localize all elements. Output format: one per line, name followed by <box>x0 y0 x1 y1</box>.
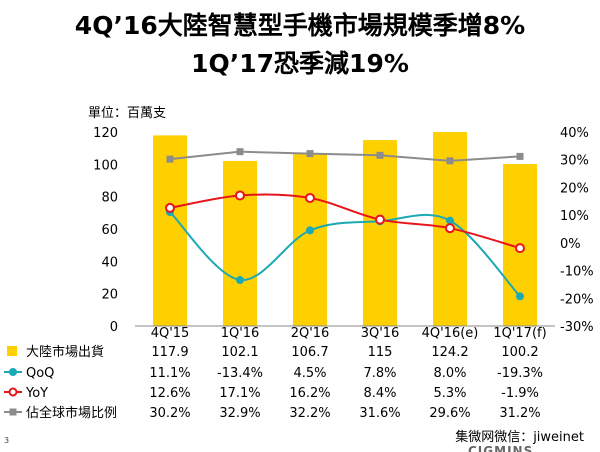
right-axis-tick-label: 20% <box>560 181 589 196</box>
share-point <box>516 152 524 160</box>
unit-label: 單位：百萬支 <box>88 106 167 121</box>
data-table-cell: -19.3% <box>497 366 543 381</box>
qoq-line <box>169 211 521 298</box>
legend-entry-label: 佔全球市場比例 <box>26 405 117 421</box>
data-table-cell: 32.2% <box>289 406 330 421</box>
data-table-cell: -13.4% <box>217 366 263 381</box>
legend-key-bar <box>7 346 17 356</box>
legend-key-qoq-marker <box>9 368 17 376</box>
share-point <box>166 155 174 163</box>
x-axis-category-label: 1Q'17(f) <box>493 326 546 341</box>
x-axis-category-label: 2Q'16 <box>291 326 330 341</box>
footer-source-text: 集微网微信：jiweinet <box>455 430 584 445</box>
data-table-cell: 100.2 <box>501 345 538 360</box>
qoq-point <box>446 216 454 225</box>
data-table-cell: 32.9% <box>219 406 260 421</box>
yoy-point <box>445 223 455 234</box>
brand-logo-text: CIGMINS <box>468 444 534 452</box>
page-number: 3 <box>4 436 10 445</box>
data-table-cell: 117.9 <box>151 345 188 360</box>
share-point <box>236 148 244 156</box>
x-axis-category-label: 1Q'16 <box>221 326 260 341</box>
right-axis-tick-label: 30% <box>560 154 589 169</box>
left-axis-tick-label: 120 <box>93 126 118 141</box>
legend-key-share-marker <box>9 408 17 416</box>
bar-mark <box>153 135 187 326</box>
yoy-point <box>375 214 385 225</box>
qoq-point <box>306 226 314 235</box>
data-table-cell: 29.6% <box>429 406 470 421</box>
data-table-cell: 31.2% <box>499 406 540 421</box>
data-table-cell: 31.6% <box>359 406 400 421</box>
x-axis-category-label: 3Q'16 <box>361 326 400 341</box>
data-table-cell: 4.5% <box>293 366 326 381</box>
data-table-cell: 30.2% <box>149 406 190 421</box>
chart-title-line2: 1Q’17恐季減19% <box>191 49 409 78</box>
data-table-cell: 7.8% <box>363 366 396 381</box>
data-table-cell: 106.7 <box>291 345 328 360</box>
right-axis-tick-label: -10% <box>560 265 594 280</box>
x-axis-category-label: 4Q'16(e) <box>422 326 479 341</box>
left-axis-tick-label: 60 <box>101 223 118 238</box>
yoy-point <box>305 192 315 203</box>
right-axis-tick-label: -20% <box>560 292 594 307</box>
legend-entry-label: QoQ <box>26 366 54 381</box>
share-point <box>376 151 384 159</box>
data-table-cell: 102.1 <box>221 345 258 360</box>
bar-mark <box>363 140 397 326</box>
data-table-cell: 115 <box>368 345 393 360</box>
data-table-cell: 16.2% <box>289 386 330 401</box>
right-axis-tick-label: 0% <box>560 237 581 252</box>
data-table-cell: 124.2 <box>431 345 468 360</box>
left-axis-tick-label: 100 <box>93 158 118 173</box>
data-table-cell: 5.3% <box>433 386 466 401</box>
data-table-cell: 8.4% <box>363 386 396 401</box>
bar-mark <box>223 160 257 326</box>
legend-entry-label: YoY <box>25 386 48 401</box>
data-table-cell: 12.6% <box>149 386 190 401</box>
yoy-point <box>235 190 245 201</box>
legend-entry-label: 大陸市場出貨 <box>26 344 104 360</box>
right-axis-tick-label: 40% <box>560 126 589 141</box>
left-axis-tick-label: 0 <box>110 320 118 335</box>
legend-key-yoy-marker <box>8 387 18 397</box>
yoy-line <box>169 193 521 250</box>
right-axis-tick-label: -30% <box>560 320 594 335</box>
data-table-cell: -1.9% <box>501 386 539 401</box>
data-table-cell: 17.1% <box>219 386 260 401</box>
left-axis-tick-label: 20 <box>101 288 118 303</box>
share-point <box>306 150 314 158</box>
qoq-point <box>516 292 524 301</box>
x-axis-category-label: 4Q'15 <box>151 326 190 341</box>
bar-mark <box>293 153 327 326</box>
yoy-point <box>165 202 175 213</box>
share-line <box>169 150 521 162</box>
qoq-point <box>236 275 244 284</box>
data-table-cell: 11.1% <box>149 366 190 381</box>
data-table-cell: 8.0% <box>433 366 466 381</box>
right-axis-tick-label: 10% <box>560 209 589 224</box>
left-axis-tick-label: 40 <box>101 255 118 270</box>
left-axis-tick-label: 80 <box>101 191 118 206</box>
chart-title-line1: 4Q’16大陸智慧型手機市場規模季增8% <box>74 11 526 40</box>
share-point <box>446 157 454 165</box>
yoy-point <box>515 243 525 254</box>
